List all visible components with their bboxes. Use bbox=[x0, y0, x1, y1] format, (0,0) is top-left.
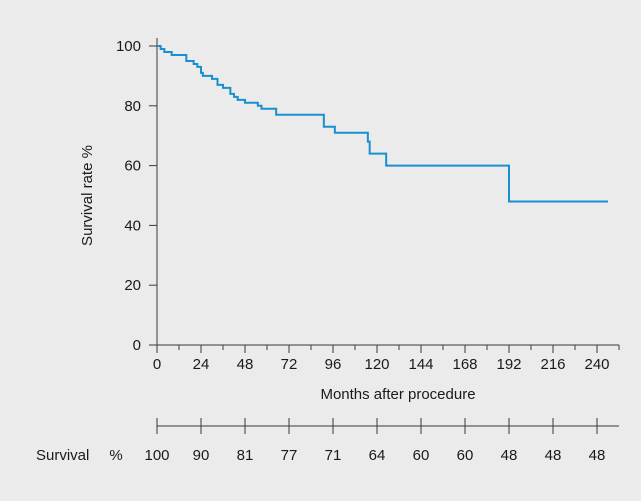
survival-table-value: 90 bbox=[193, 447, 210, 464]
y-tick-label: 20 bbox=[124, 277, 141, 294]
x-tick-label: 240 bbox=[584, 356, 609, 373]
x-axis-label: Months after procedure bbox=[320, 386, 475, 403]
x-tick-label: 120 bbox=[364, 356, 389, 373]
x-tick-label: 192 bbox=[496, 356, 521, 373]
y-tick-label: 80 bbox=[124, 98, 141, 115]
y-tick-label: 0 bbox=[133, 337, 141, 354]
y-tick-label: 100 bbox=[116, 38, 141, 55]
survival-table-ticks: 100 90 81 77 71 64 60 60 48 48 48 bbox=[144, 418, 605, 464]
survival-table-value: 48 bbox=[501, 447, 518, 464]
x-tick-label: 96 bbox=[325, 356, 342, 373]
x-tick-label: 144 bbox=[408, 356, 433, 373]
x-tick-label: 0 bbox=[153, 356, 161, 373]
y-ticks: 0 20 40 60 80 100 bbox=[116, 38, 157, 354]
survival-table-value: 48 bbox=[545, 447, 562, 464]
axes bbox=[156, 38, 619, 427]
survival-curve bbox=[157, 45, 608, 203]
survival-table-label: Survival bbox=[36, 447, 89, 464]
survival-table-value: 71 bbox=[325, 447, 342, 464]
x-tick-label: 216 bbox=[540, 356, 565, 373]
x-tick-label: 24 bbox=[193, 356, 210, 373]
survival-table-value: 77 bbox=[281, 447, 298, 464]
y-tick-label: 60 bbox=[124, 158, 141, 175]
survival-table-value: 48 bbox=[589, 447, 606, 464]
y-tick-label: 40 bbox=[124, 217, 141, 234]
survival-table-value: 64 bbox=[369, 447, 386, 464]
survival-table-unit: % bbox=[109, 447, 122, 464]
x-tick-label: 48 bbox=[237, 356, 254, 373]
x-tick-label: 72 bbox=[281, 356, 298, 373]
survival-table-value: 100 bbox=[144, 447, 169, 464]
survival-table-value: 81 bbox=[237, 447, 254, 464]
y-axis-label: Survival rate % bbox=[79, 145, 96, 246]
survival-table-value: 60 bbox=[457, 447, 474, 464]
survival-table-value: 60 bbox=[413, 447, 430, 464]
x-ticks: 0 24 48 72 96 120 144 168 192 216 240 bbox=[153, 345, 620, 373]
x-tick-label: 168 bbox=[452, 356, 477, 373]
